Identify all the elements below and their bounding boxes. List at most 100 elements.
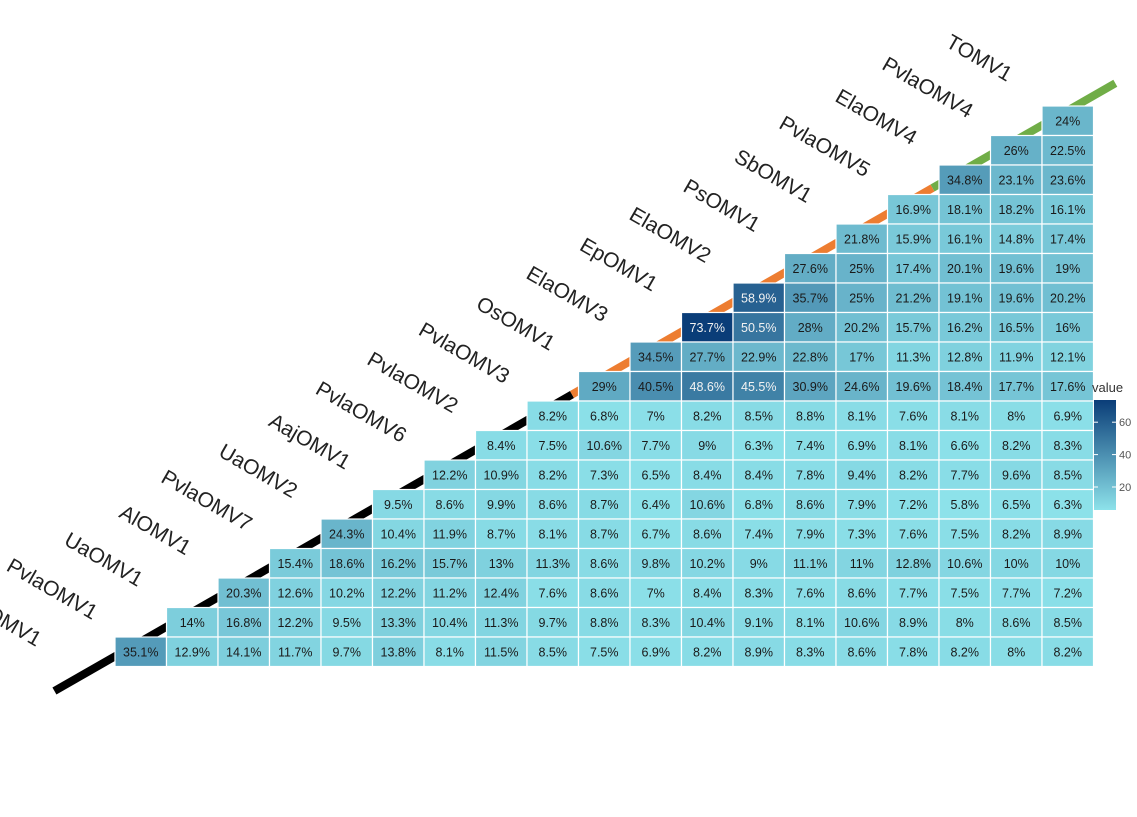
cell-value-label: 6.9% <box>1054 409 1083 423</box>
axis-label: PvlaOMV7 <box>157 466 255 536</box>
cell-value-label: 9.5% <box>384 498 413 512</box>
heatmap-cell <box>474 606 528 638</box>
cell-value-label: 20.1% <box>947 262 982 276</box>
heatmap-cell <box>474 459 528 491</box>
heatmap-cell <box>217 636 271 668</box>
cell-value-label: 11.1% <box>793 557 828 571</box>
cell-value-label: 19.1% <box>947 291 982 305</box>
heatmap-cell <box>886 400 940 432</box>
heatmap-cell <box>732 400 786 432</box>
cell-value-label: 21.2% <box>896 291 931 305</box>
cell-value-label: 8.4% <box>487 439 516 453</box>
heatmap-cell <box>732 341 786 373</box>
cell-value-label: 16.8% <box>226 616 261 630</box>
cell-value-label: 12.9% <box>175 645 210 659</box>
cell-value-label: 18.6% <box>329 557 364 571</box>
cell-value-label: 8.3% <box>1054 439 1083 453</box>
axis-label: PvlaOMV1 <box>3 554 101 624</box>
heatmap-cells: 24% 26% 22.5% 34.8% 23.1% 23.6% 16.9% 18.1% 18.2… <box>114 105 1095 668</box>
heatmap-cell <box>835 282 889 314</box>
cell-value-label: 8.3% <box>745 586 774 600</box>
cell-value-label: 20.2% <box>844 321 879 335</box>
heatmap-cell <box>526 400 580 432</box>
heatmap-cell <box>938 223 992 255</box>
cell-value-label: 8.6% <box>848 645 877 659</box>
heatmap-cell <box>1041 193 1095 225</box>
cell-value-label: 20.2% <box>1050 291 1085 305</box>
cell-value-label: 8.9% <box>745 645 774 659</box>
cell-value-label: 8.2% <box>1054 645 1083 659</box>
cell-value-label: 8.6% <box>590 586 619 600</box>
cell-value-label: 8.8% <box>590 616 619 630</box>
heatmap-cell <box>835 636 889 668</box>
cell-value-label: 11.3% <box>896 350 931 364</box>
cell-value-label: 7.2% <box>899 498 928 512</box>
legend-ticks: 20 40 60 <box>1094 417 1131 494</box>
cell-value-label: 45.5% <box>741 380 776 394</box>
cell-value-label: 6.4% <box>642 498 671 512</box>
heatmap-cell <box>680 370 734 402</box>
heatmap-cell <box>835 488 889 520</box>
color-legend: value 20 40 60 <box>1092 380 1131 510</box>
cell-value-label: 6.9% <box>848 439 877 453</box>
heatmap-cell <box>680 400 734 432</box>
cell-value-label: 10.2% <box>690 557 725 571</box>
cell-value-label: 8% <box>1007 645 1025 659</box>
heatmap-cell <box>938 488 992 520</box>
heatmap-cell <box>1041 547 1095 579</box>
cell-value-label: 7.6% <box>899 527 928 541</box>
heatmap-cell <box>371 518 425 550</box>
cell-value-label: 8.6% <box>796 498 825 512</box>
cell-value-label: 22.9% <box>741 350 776 364</box>
heatmap-cell <box>732 311 786 343</box>
cell-value-label: 8.7% <box>590 498 619 512</box>
cell-value-label: 8.1% <box>951 409 980 423</box>
heatmap-cell <box>835 606 889 638</box>
cell-value-label: 7.7% <box>642 439 671 453</box>
cell-value-label: 24.3% <box>329 527 364 541</box>
heatmap-cell <box>938 400 992 432</box>
cell-value-label: 27.6% <box>793 262 828 276</box>
heatmap-cell <box>577 577 631 609</box>
cell-value-label: 15.4% <box>278 557 313 571</box>
cell-value-label: 16.1% <box>1050 203 1085 217</box>
heatmap-cell <box>1041 252 1095 284</box>
cell-value-label: 30.9% <box>793 380 828 394</box>
cell-value-label: 9.5% <box>333 616 362 630</box>
cell-value-label: 10.6% <box>947 557 982 571</box>
cell-value-label: 10.4% <box>690 616 725 630</box>
heatmap-cell <box>1041 488 1095 520</box>
cell-value-label: 8.2% <box>539 468 568 482</box>
heatmap-cell <box>886 223 940 255</box>
heatmap-cell <box>1041 459 1095 491</box>
cell-value-label: 9.4% <box>848 468 877 482</box>
heatmap-cell <box>732 518 786 550</box>
cell-value-label: 15.7% <box>432 557 467 571</box>
cell-value-label: 6.7% <box>642 527 671 541</box>
cell-value-label: 10.9% <box>484 468 519 482</box>
cell-value-label: 18.2% <box>999 203 1034 217</box>
axis-label: AlOMV1 <box>115 501 194 560</box>
heatmap-cell <box>629 547 683 579</box>
cell-value-label: 10.6% <box>690 498 725 512</box>
cell-value-label: 11% <box>850 557 874 571</box>
cell-value-label: 14.1% <box>226 645 261 659</box>
heatmap-cell <box>371 488 425 520</box>
cell-value-label: 20.3% <box>226 586 261 600</box>
cell-value-label: 17.7% <box>999 380 1034 394</box>
cell-value-label: 8.8% <box>796 409 825 423</box>
cell-value-label: 22.5% <box>1050 144 1085 158</box>
legend-tick-label: 20 <box>1119 482 1131 494</box>
heatmap-cell <box>835 370 889 402</box>
heatmap-cell <box>938 459 992 491</box>
cell-value-label: 7.2% <box>1054 586 1083 600</box>
heatmap-cell <box>423 606 477 638</box>
cell-value-label: 8.9% <box>899 616 928 630</box>
cell-value-label: 8.1% <box>436 645 465 659</box>
cell-value-label: 7.4% <box>796 439 825 453</box>
cell-value-label: 12.2% <box>432 468 467 482</box>
heatmap-cell <box>526 429 580 461</box>
heatmap-cell <box>1041 341 1095 373</box>
heatmap-cell <box>989 606 1043 638</box>
heatmap-cell <box>783 252 837 284</box>
